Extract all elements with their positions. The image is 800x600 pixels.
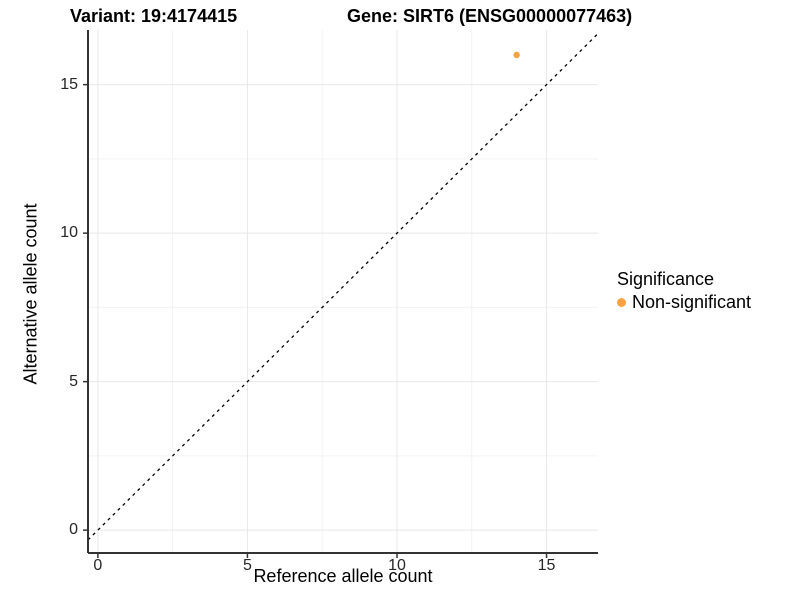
legend-item: Non-significant: [617, 291, 751, 313]
y-tick-label: 10: [60, 224, 78, 242]
x-axis-label: Reference allele count: [253, 566, 433, 586]
legend-point-icon: [617, 297, 626, 307]
legend-title: Significance: [617, 269, 715, 289]
plot-title-variant: Variant: 19:4174415: [70, 6, 238, 26]
x-tick-label: 5: [242, 557, 252, 574]
identity-line: [87, 33, 599, 541]
x-tick-label: 0: [93, 557, 103, 574]
x-tick-label: 15: [537, 557, 556, 574]
x-tick-label: 10: [388, 557, 406, 574]
y-tick-label: 0: [69, 521, 78, 539]
legend-item-label: Non-significant: [632, 292, 752, 312]
data-point: [513, 51, 520, 59]
y-tick-label: 5: [69, 372, 78, 390]
legend: Significance Non-significant: [617, 268, 751, 313]
y-axis-label: Alternative allele count: [20, 203, 41, 385]
plot-title-gene: Gene: SIRT6 (ENSG00000077463): [347, 6, 633, 26]
y-tick-label: 15: [60, 75, 78, 93]
